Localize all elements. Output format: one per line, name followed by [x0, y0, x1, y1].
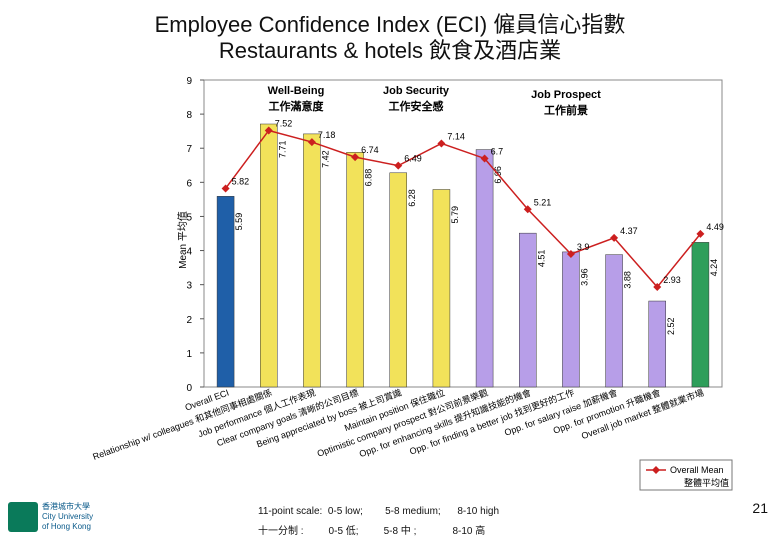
bar: [475, 149, 494, 388]
mean-point: [221, 184, 230, 193]
title-line-2: Restaurants & hotels 飲食及酒店業: [218, 38, 562, 63]
bar-value-label: 4.51: [536, 250, 546, 268]
mean-value-label: 5.82: [232, 176, 250, 186]
mean-value-label: 6.49: [404, 154, 422, 164]
y-axis-label: Mean 平均值: [176, 211, 189, 269]
page-number: 21: [752, 500, 768, 516]
mean-value-label: 7.14: [447, 131, 465, 141]
mean-point: [653, 283, 662, 292]
mean-value-label: 5.21: [534, 197, 552, 207]
bar: [389, 172, 407, 388]
plot-area: [203, 79, 723, 388]
bar-value-label: 6.28: [407, 189, 417, 207]
bar: [648, 300, 666, 388]
logo-mark-icon: [8, 502, 38, 532]
legend-label-en: Overall Mean: [670, 465, 724, 475]
mean-value-label: 6.7: [491, 146, 504, 156]
group-header-zh: 工作滿意度: [269, 99, 325, 113]
bar-value-label: 6.88: [364, 169, 374, 187]
bar-value-label: 7.71: [277, 140, 287, 158]
mean-value-label: 7.18: [318, 130, 336, 140]
legend-marker: [652, 466, 660, 474]
mean-point: [394, 161, 403, 170]
bar-value-label: 4.24: [709, 259, 719, 277]
mean-value-label: 7.52: [275, 118, 293, 128]
bar: [432, 189, 451, 388]
mean-point: [307, 138, 316, 147]
mean-point: [566, 249, 575, 258]
bar: [346, 152, 364, 388]
mean-point: [264, 126, 273, 135]
logo-text: 香港城市大學 City University of Hong Kong: [42, 502, 94, 531]
mean-line: [224, 129, 701, 289]
bar: [260, 123, 278, 388]
university-logo: 香港城市大學 City University of Hong Kong: [8, 500, 118, 536]
group-header-en: Job Security: [383, 85, 450, 97]
bar-value-label: 5.59: [234, 213, 244, 231]
mean-value-label: 2.93: [663, 275, 681, 285]
bar: [216, 196, 235, 388]
y-tick-label: 1: [186, 349, 192, 360]
bar: [691, 242, 710, 388]
bar: [605, 254, 623, 388]
bar-value-label: 3.96: [579, 268, 589, 286]
y-tick-label: 5: [186, 212, 192, 223]
mean-point: [351, 153, 360, 162]
bar: [519, 232, 537, 388]
y-tick-label: 6: [186, 178, 192, 189]
group-header-zh: 工作安全感: [389, 99, 444, 113]
y-tick-label: 0: [186, 383, 192, 394]
y-tick-label: 7: [186, 144, 192, 155]
bar-value-label: 7.42: [320, 150, 330, 168]
bar-value-label: 3.88: [623, 271, 633, 289]
y-tick-label: 2: [186, 315, 192, 326]
bar: [562, 251, 580, 388]
scale-note-en: 11-point scale: 0-5 low; 5-8 medium; 8-1…: [258, 506, 500, 517]
mean-point: [610, 233, 619, 242]
title-line-1: Employee Confidence Index (ECI) 僱員信心指數: [154, 12, 626, 37]
mean-value-label: 4.49: [706, 222, 724, 232]
mean-point: [480, 154, 489, 163]
bar-value-label: 5.79: [450, 206, 460, 224]
mean-point: [523, 205, 532, 214]
mean-value-label: 4.37: [620, 226, 638, 236]
mean-point: [437, 139, 446, 148]
legend: [639, 459, 733, 491]
group-header-en: Job Prospect: [531, 89, 601, 101]
y-tick-label: 9: [186, 76, 192, 87]
y-tick-label: 3: [186, 281, 192, 292]
mean-value-label: 6.74: [361, 145, 379, 155]
mean-point: [696, 229, 705, 238]
group-header-en: Well-Being: [268, 85, 325, 97]
category-label: Relationship w/ colleagues 和其他同事相處關係: [91, 387, 273, 462]
scale-note-zh: 十一分制 : 0-5 低; 5-8 中 ; 8-10 高: [258, 526, 486, 537]
legend-label-zh: 整體平均值: [684, 477, 729, 488]
mean-value-label: 3.9: [577, 242, 590, 252]
bar-value-label: 2.52: [666, 318, 676, 336]
y-tick-label: 4: [186, 247, 192, 258]
bar: [303, 133, 321, 388]
group-header-zh: 工作前景: [544, 103, 588, 117]
y-tick-label: 8: [186, 110, 192, 121]
